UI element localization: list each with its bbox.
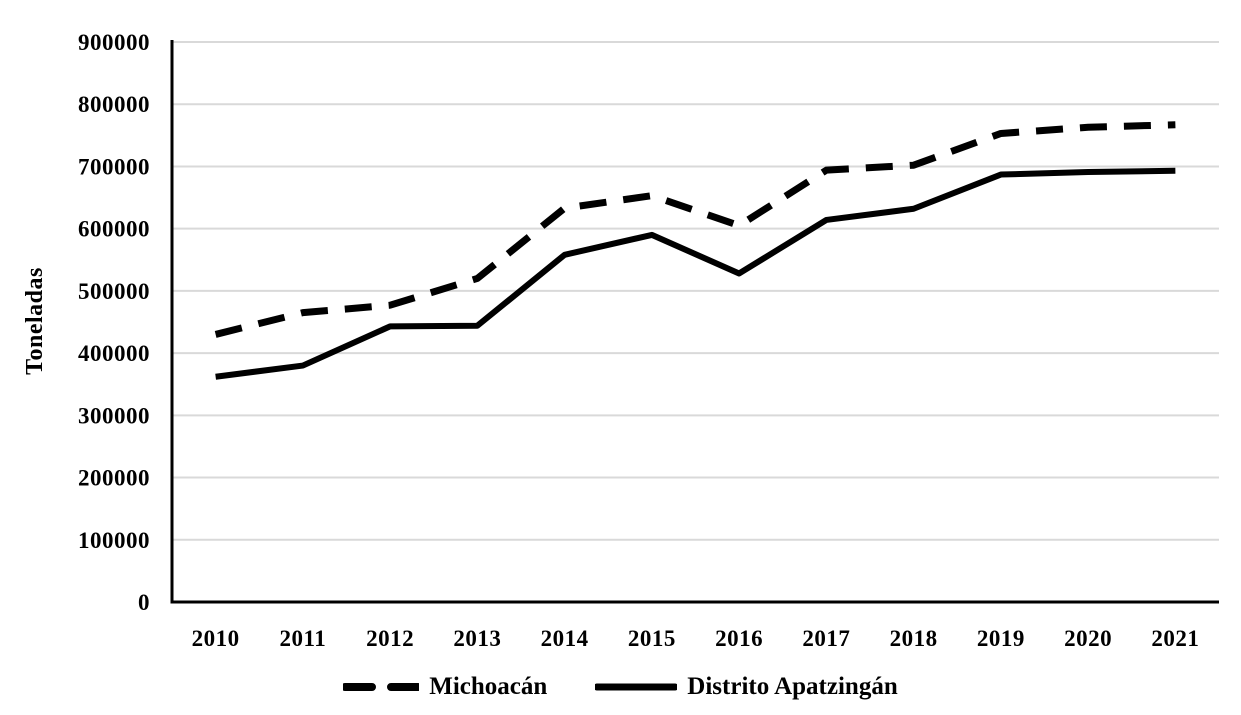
chart-legend: Michoacán Distrito Apatzingán — [0, 664, 1241, 710]
series-lines — [214, 121, 1176, 380]
legend-item-distrito-apatzingan: Distrito Apatzingán — [595, 673, 898, 701]
x-tick-label: 2021 — [1151, 626, 1199, 651]
dashed-line-sample — [343, 683, 420, 691]
y-tick-label: 200000 — [78, 466, 150, 491]
legend-item-michoacan: Michoacán — [343, 673, 547, 701]
x-tick-label: 2018 — [890, 626, 938, 651]
y-tick-label: 100000 — [78, 528, 150, 553]
x-tick-label: 2020 — [1064, 626, 1112, 651]
x-tick-label: 2015 — [628, 626, 676, 651]
chart-svg: 0 100000 200000 300000 400000 500000 600000 700… — [22, 30, 1219, 651]
y-tick-label: 600000 — [78, 217, 150, 242]
gridlines — [172, 41, 1219, 541]
axes — [170, 40, 1219, 604]
solid-line-sample — [595, 683, 678, 691]
y-tick-label: 900000 — [78, 30, 150, 55]
x-tick-labels: 2010 2011 2012 2013 2014 2015 2016 2017 2018 2019… — [192, 626, 1199, 651]
y-tick-labels: 0 100000 200000 300000 400000 500000 600000 700… — [78, 30, 150, 615]
x-tick-label: 2013 — [453, 626, 501, 651]
y-tick-label: 0 — [138, 590, 150, 615]
legend-label-michoacan: Michoacán — [429, 673, 548, 700]
y-tick-label: 300000 — [78, 403, 150, 428]
y-tick-label: 700000 — [78, 154, 150, 179]
x-tick-label: 2017 — [802, 626, 850, 651]
y-tick-label: 800000 — [78, 92, 150, 117]
legend-label-distrito-apatzingan: Distrito Apatzingán — [687, 673, 898, 700]
x-tick-label: 2011 — [280, 626, 327, 651]
y-axis-title: Toneladas — [22, 267, 48, 375]
x-tick-label: 2012 — [366, 626, 414, 651]
x-tick-label: 2016 — [715, 626, 763, 651]
x-tick-label: 2010 — [192, 626, 240, 651]
x-tick-label: 2014 — [541, 626, 589, 651]
series-line-michoacan — [214, 121, 1176, 338]
series-line-distrito-apatzingan — [215, 167, 1176, 380]
x-tick-label: 2019 — [977, 626, 1025, 651]
y-tick-label: 400000 — [78, 341, 150, 366]
y-tick-label: 500000 — [78, 279, 150, 304]
